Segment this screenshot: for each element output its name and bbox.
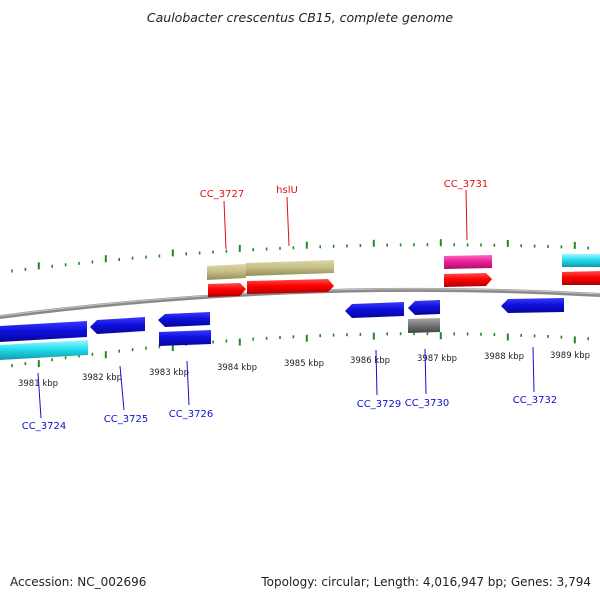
gene-cc3724[interactable] — [0, 321, 87, 342]
gene-hslu[interactable] — [247, 279, 334, 294]
gene-cc3724-cyan[interactable] — [0, 340, 88, 360]
gene-label-cc3726[interactable]: CC_3726 — [169, 409, 213, 420]
gene-label-cc3727[interactable]: CC_3727 — [200, 189, 244, 200]
scale-labels: 3981 kbp 3982 kbp 3983 kbp 3984 kbp 3985… — [18, 351, 590, 389]
gene-feature-cc3727-khaki[interactable] — [207, 264, 246, 280]
leader-cc3727 — [223, 200, 227, 250]
forward-features — [207, 254, 600, 297]
leader-cc3732 — [532, 346, 535, 393]
gene-label-cc3725[interactable]: CC_3725 — [104, 414, 148, 425]
accession-text: Accession: NC_002696 — [10, 575, 146, 589]
gene-label-cc3731[interactable]: CC_3731 — [444, 179, 488, 190]
scale-label: 3989 kbp — [550, 351, 590, 361]
gene-cc3732[interactable] — [501, 298, 564, 313]
gene-cc3730-gray[interactable] — [408, 318, 440, 333]
leader-cc3730 — [424, 348, 427, 395]
leader-cc3726 — [186, 360, 190, 406]
gene-feature-hslu-khaki[interactable] — [246, 260, 334, 276]
topology-summary: Topology: circular; Length: 4,016,947 bp… — [260, 575, 591, 589]
gene-cc3731-pink[interactable] — [444, 255, 492, 269]
scale-label: 3981 kbp — [18, 379, 58, 389]
gene-cc3727[interactable] — [208, 283, 246, 297]
scale-label: 3987 kbp — [417, 354, 457, 364]
gene-labels: CC_3727 hslU CC_3731 CC_3724 CC_3725 CC_… — [22, 179, 557, 432]
gene-right-edge-red[interactable] — [562, 271, 600, 285]
scale-label: 3984 kbp — [217, 363, 257, 373]
gene-label-cc3724[interactable]: CC_3724 — [22, 421, 66, 432]
scale-label: 3983 kbp — [149, 368, 189, 378]
gene-cc3726-upper[interactable] — [158, 312, 210, 327]
gene-right-edge-cyan[interactable] — [562, 254, 600, 267]
gene-cc3725[interactable] — [90, 317, 145, 334]
scale-label: 3985 kbp — [284, 359, 324, 369]
outer-tick-track — [11, 239, 590, 273]
scale-label: 3982 kbp — [82, 373, 122, 383]
leader-cc3724 — [37, 372, 42, 419]
gene-cc3731[interactable] — [444, 273, 492, 287]
leader-hslu — [286, 196, 290, 247]
gene-cc3730[interactable] — [408, 300, 440, 315]
label-leaders — [37, 189, 535, 419]
leader-cc3729 — [375, 349, 378, 396]
gene-label-cc3729[interactable]: CC_3729 — [357, 399, 401, 410]
leader-cc3731 — [465, 189, 468, 241]
scale-label: 3988 kbp — [484, 352, 524, 362]
reverse-features — [0, 298, 564, 360]
leader-cc3725 — [119, 365, 125, 411]
gene-label-cc3732[interactable]: CC_3732 — [513, 395, 557, 406]
gene-label-cc3730[interactable]: CC_3730 — [405, 398, 449, 409]
map-title: Caulobacter crescentus CB15, complete ge… — [147, 10, 453, 25]
gene-cc3726[interactable] — [159, 330, 211, 346]
gene-cc3729[interactable] — [345, 302, 404, 318]
gene-label-hslu[interactable]: hslU — [276, 185, 298, 196]
scale-label: 3986 kbp — [350, 356, 390, 366]
